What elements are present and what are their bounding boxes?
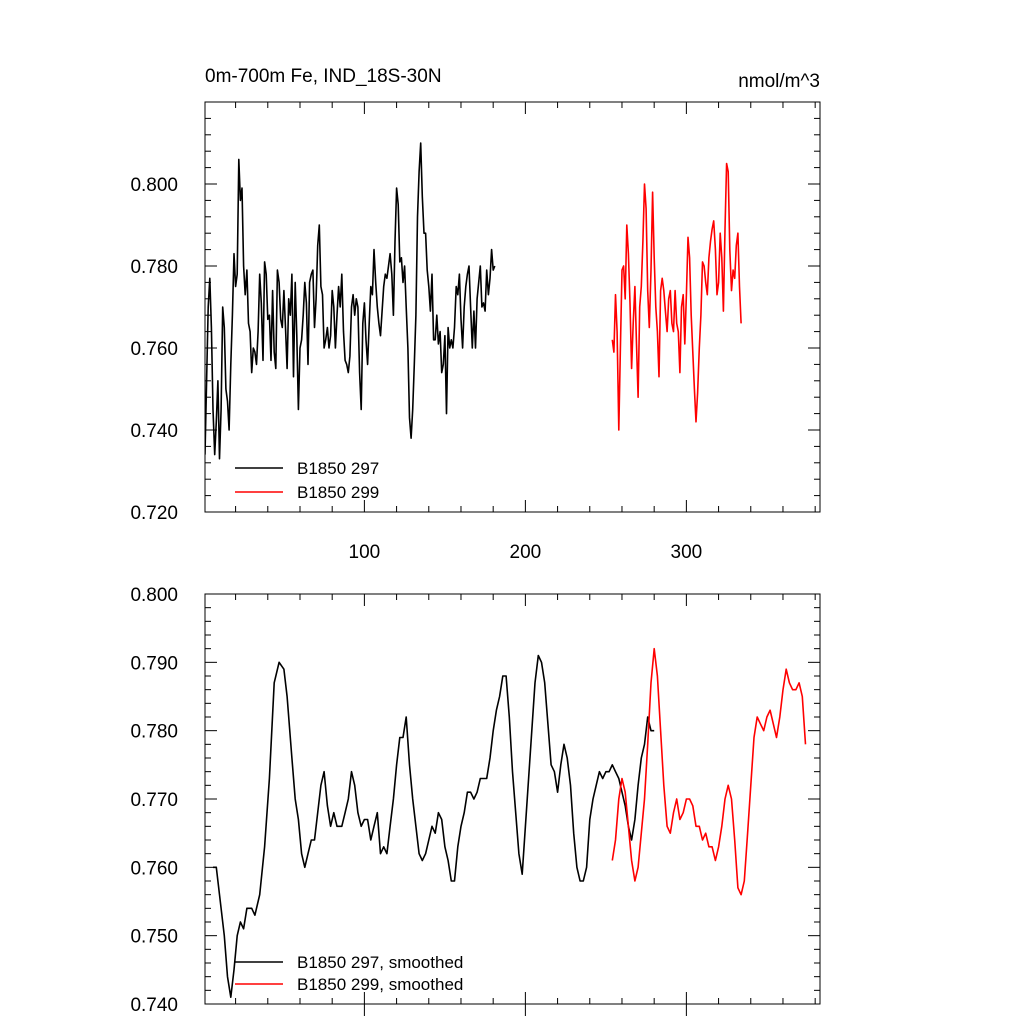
y-tick-label: 0.760	[130, 858, 178, 879]
chart-title: 0m-700m Fe, IND_18S-30N	[205, 66, 442, 87]
legend-label-2: B1850 299, smoothed	[297, 975, 463, 994]
y-tick-label: 0.750	[130, 927, 178, 948]
series-line-2	[611, 647, 807, 896]
y-tick-label: 0.740	[130, 995, 178, 1016]
series-line-2	[611, 162, 742, 431]
legend-label-1: B1850 297, smoothed	[297, 953, 463, 972]
y-tick-label: 0.740	[130, 421, 178, 442]
legend-label-1: B1850 297	[297, 459, 379, 478]
y-tick-label: 0.780	[130, 722, 178, 743]
x-tick-label: 100	[349, 542, 381, 563]
y-tick-label: 0.720	[130, 503, 178, 524]
top-panel: 100 200 300 0.720 0.740 0.760 0.780 0.800 B1850 …	[130, 101, 821, 563]
y-tick-label: 0.800	[130, 585, 178, 606]
y-tick-label: 0.780	[130, 257, 178, 278]
y-tick-label: 0.790	[130, 653, 178, 674]
y-tick-label: 0.770	[130, 790, 178, 811]
bottom-panel: 0.740 0.750 0.760 0.770 0.780 0.790 0.800 B1850…	[130, 585, 821, 1016]
x-tick-label: 200	[510, 542, 542, 563]
y-tick-label: 0.800	[130, 175, 178, 196]
units-label: nmol/m^3	[738, 71, 820, 92]
series-line-1	[205, 142, 496, 460]
y-tick-label: 0.760	[130, 339, 178, 360]
plot-frame	[204, 101, 821, 513]
plot-frame	[204, 593, 821, 1005]
legend-label-2: B1850 299	[297, 483, 379, 502]
x-tick-label: 300	[671, 542, 703, 563]
series-line-1	[213, 654, 655, 998]
